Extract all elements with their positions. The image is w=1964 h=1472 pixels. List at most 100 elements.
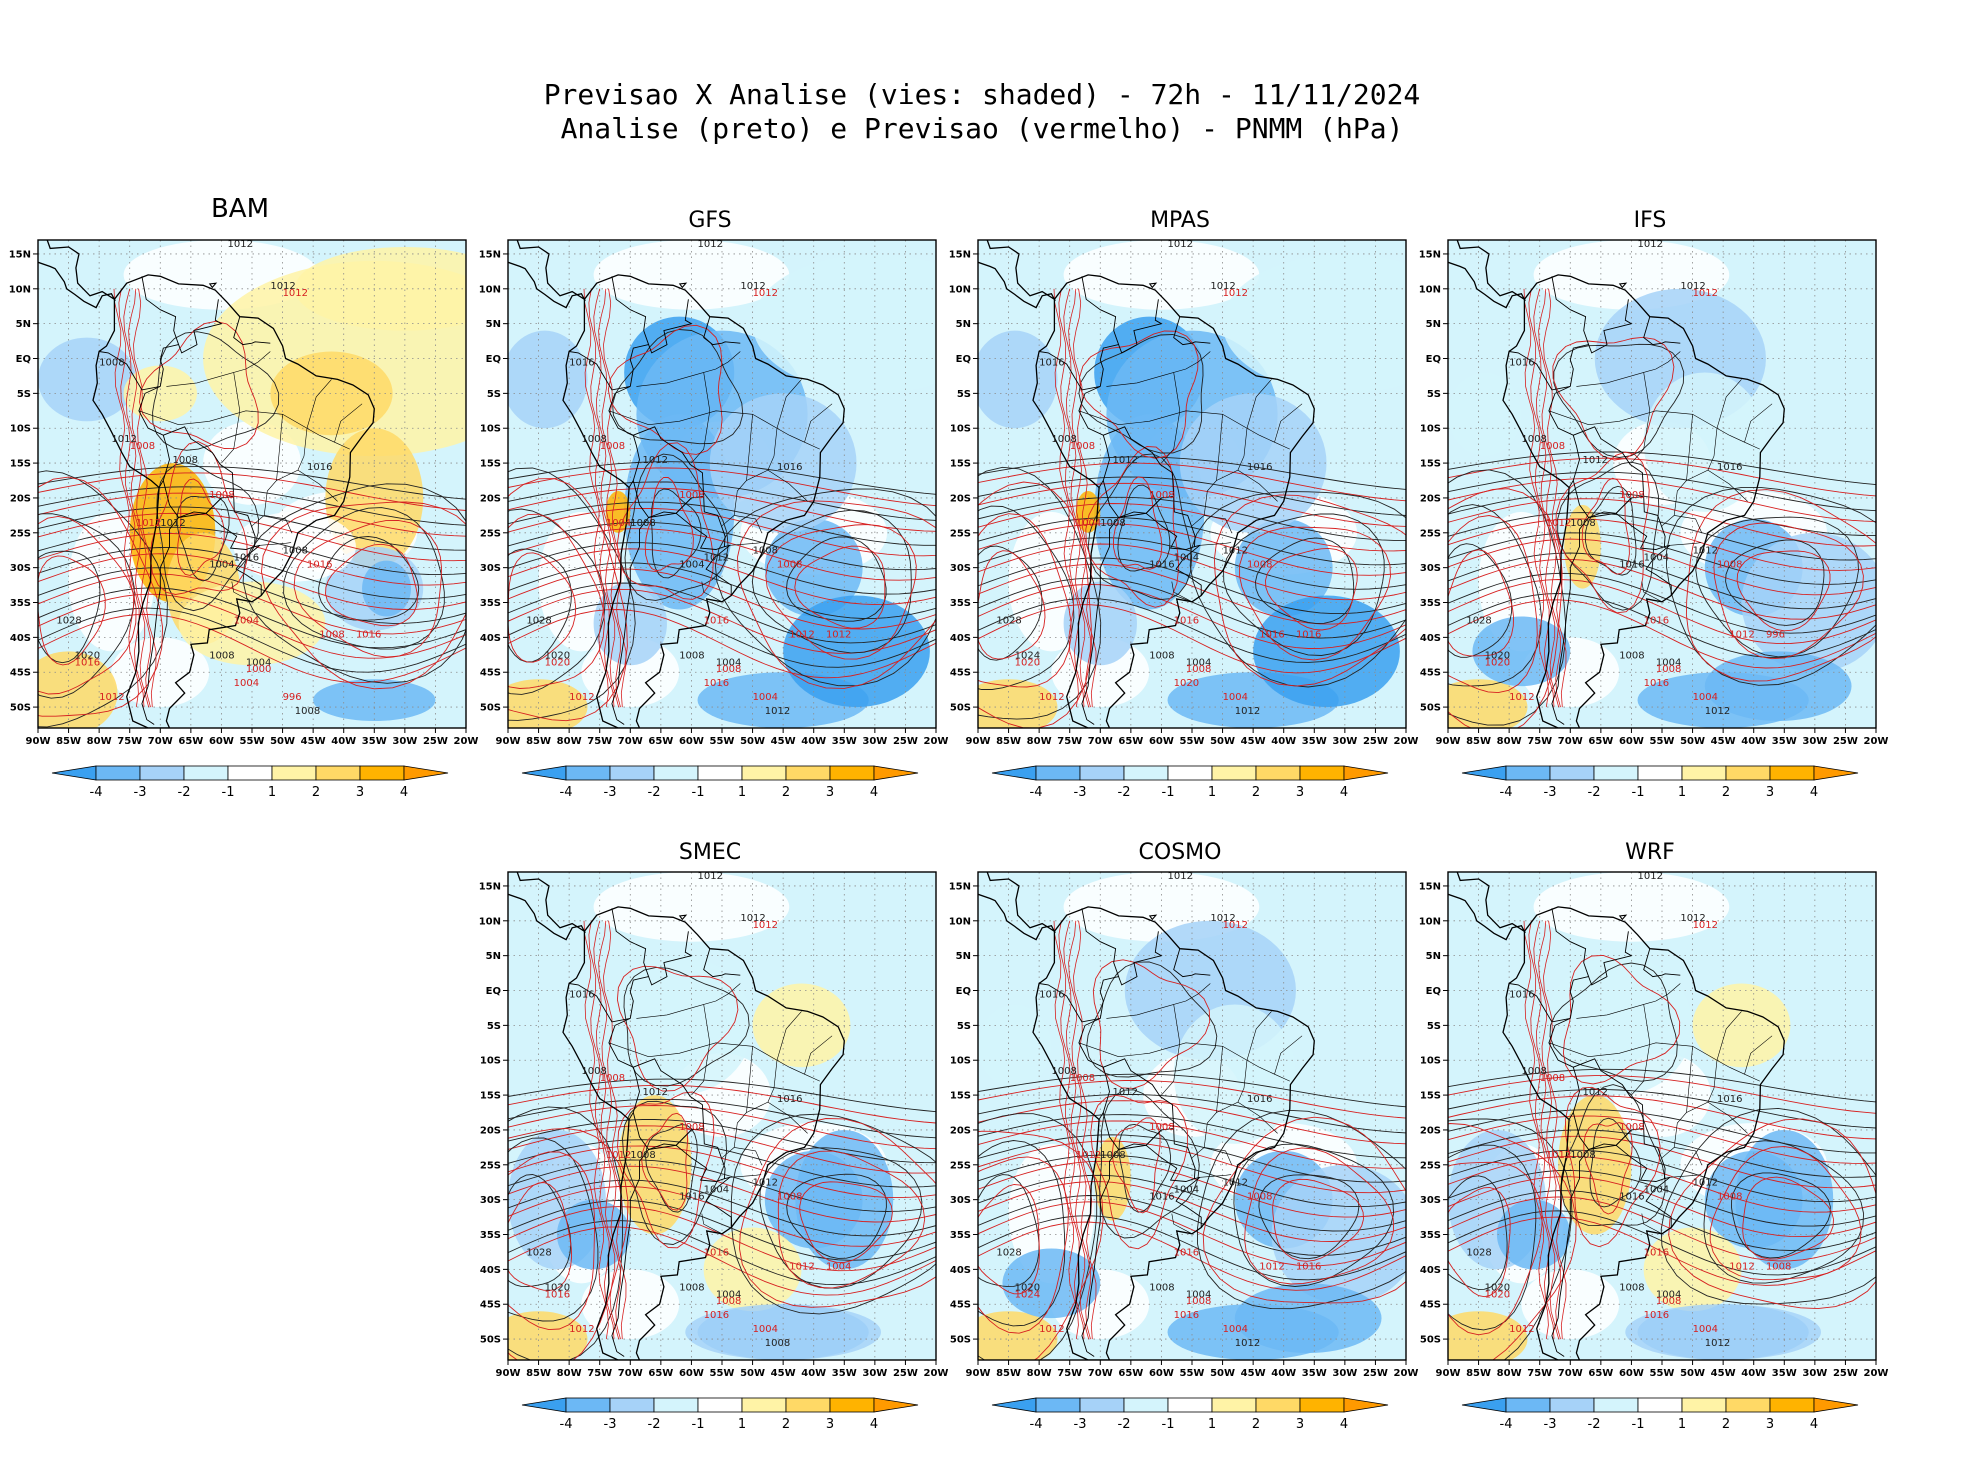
- forecast-isobar: [1448, 1115, 1876, 1164]
- colorbar-label: 1: [1208, 785, 1216, 800]
- analysis-isobar-label: 1008: [209, 650, 234, 661]
- lon-label: 80W: [1497, 1368, 1522, 1379]
- forecast-isobar: [1583, 1122, 1633, 1215]
- colorbar-label: 2: [1722, 1417, 1730, 1432]
- forecast-isobar: [1068, 288, 1091, 708]
- lat-label: 5S: [957, 1021, 971, 1032]
- analysis-isobar-label: 1004: [1186, 657, 1211, 668]
- state-border: [319, 434, 350, 450]
- island-coastline: [678, 914, 688, 921]
- colorbar-label: -2: [1118, 785, 1131, 800]
- analysis-isobar-label: 1016: [234, 553, 259, 564]
- colorbar-segment: [1637, 1397, 1683, 1413]
- state-border: [776, 379, 802, 429]
- forecast-isobar: [118, 288, 145, 708]
- lat-label: EQ: [956, 986, 971, 997]
- lon-label: 85W: [1466, 736, 1491, 747]
- forecast-isobar-label: 1012: [1039, 1324, 1064, 1335]
- colorbar-label: -1: [1632, 785, 1645, 800]
- lat-label: 5N: [16, 319, 31, 330]
- state-border: [721, 1147, 735, 1159]
- analysis-isobar-label: 1012: [1693, 546, 1718, 557]
- analysis-isobar-label: 1012: [1168, 239, 1193, 250]
- colorbar-segment: [565, 1397, 611, 1413]
- lat-label: 30S: [480, 563, 501, 574]
- lon-label: 90W: [1436, 1368, 1461, 1379]
- lat-label: 35S: [480, 1230, 501, 1241]
- analysis-isobar: [978, 545, 1043, 661]
- analysis-isobar: [978, 597, 1406, 663]
- colorbar-segment: [315, 765, 361, 781]
- forecast-isobar-label: 1012: [1693, 288, 1718, 299]
- forecast-isobar-label: 1008: [600, 1073, 625, 1084]
- state-border: [1246, 379, 1272, 429]
- forecast-isobar: [1448, 488, 1563, 728]
- forecast-isobar: [1562, 954, 1681, 1085]
- state-border: [1199, 542, 1232, 546]
- colorbar-segment: [565, 765, 611, 781]
- colorbar-bam: -4 -3 -2 -1 1 2 3 4: [51, 765, 449, 800]
- lon-label: 30W: [1802, 1368, 1827, 1379]
- lon-label: 35W: [362, 736, 387, 747]
- colorbar-segment: [1637, 765, 1683, 781]
- forecast-isobar: [978, 1181, 1406, 1242]
- forecast-isobar-label: 1004: [1076, 518, 1101, 529]
- forecast-isobar-label: 1012: [789, 629, 814, 640]
- lat-label: 30S: [10, 563, 31, 574]
- analysis-isobar: [508, 521, 936, 571]
- forecast-isobar-label: 1008: [1186, 1296, 1211, 1307]
- colorbar-label: 3: [356, 785, 364, 800]
- forecast-isobar-label: 996: [1766, 629, 1785, 640]
- analysis-isobar: [508, 1078, 936, 1113]
- forecast-isobar: [978, 462, 1406, 502]
- country-border: [648, 931, 693, 986]
- forecast-isobar: [1552, 336, 1675, 461]
- lat-label: 35S: [950, 598, 971, 609]
- analysis-isobar-label: 1016: [1619, 560, 1644, 571]
- forecast-isobar-label: 1008: [1766, 1261, 1791, 1272]
- forecast-isobar: [508, 1165, 936, 1223]
- forecast-isobar: [38, 613, 466, 684]
- colorbar-segment: [653, 1397, 699, 1413]
- colorbar-label: 3: [1296, 1417, 1304, 1432]
- analysis-isobar-label: 1016: [569, 989, 594, 1000]
- state-border: [1204, 1147, 1232, 1165]
- analysis-isobar: [508, 501, 936, 546]
- forecast-isobar: [1448, 599, 1876, 669]
- analysis-isobar-label: 1016: [1149, 1192, 1174, 1203]
- analysis-isobar: [318, 536, 420, 621]
- colorbar-arrow-left: [1461, 1397, 1507, 1413]
- lat-label: 10S: [950, 424, 971, 435]
- lon-label: 75W: [1057, 1368, 1082, 1379]
- forecast-isobar-label: 1012: [1509, 1324, 1534, 1335]
- analysis-isobar: [38, 506, 466, 551]
- forecast-isobar: [1272, 1178, 1364, 1262]
- colorbar-label: -1: [222, 785, 235, 800]
- forecast-isobar: [38, 515, 137, 695]
- lat-label: 50S: [480, 1335, 501, 1346]
- analysis-isobar-label: 1016: [1717, 1094, 1742, 1105]
- island-coastline: [1117, 231, 1127, 233]
- state-border: [636, 983, 741, 1019]
- lon-label: 25W: [1363, 736, 1388, 747]
- analysis-isobar-label: 1008: [581, 434, 606, 445]
- forecast-isobar: [38, 555, 106, 666]
- analysis-isobar-label: 1004: [209, 560, 234, 571]
- forecast-isobar: [38, 492, 466, 537]
- lon-label: 40W: [801, 1368, 826, 1379]
- colorbar-segment: [271, 765, 317, 781]
- analysis-isobar-label: 1008: [753, 546, 778, 557]
- forecast-isobar: [38, 472, 466, 511]
- forecast-isobar-label: 1008: [716, 664, 741, 675]
- country-border: [1081, 1149, 1119, 1357]
- lat-label: 15N: [1419, 881, 1441, 892]
- analysis-isobar-label: 1008: [1570, 1150, 1595, 1161]
- lat-label: 5S: [17, 389, 31, 400]
- lat-label: 15S: [950, 459, 971, 470]
- analysis-isobar: [38, 470, 168, 728]
- forecast-isobar: [508, 478, 628, 722]
- analysis-isobar-label: 1012: [1113, 455, 1138, 466]
- country-border: [569, 351, 631, 391]
- state-border: [691, 1004, 711, 1096]
- state-border: [1191, 515, 1205, 527]
